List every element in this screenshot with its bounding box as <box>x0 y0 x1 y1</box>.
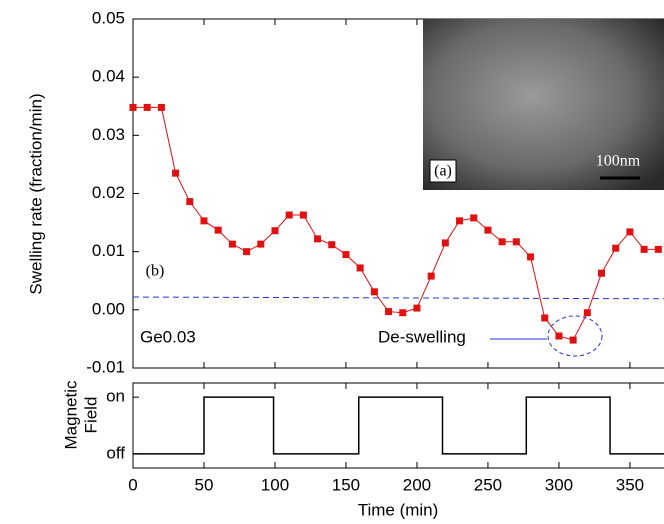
data-point <box>427 272 435 280</box>
data-point <box>385 308 393 316</box>
data-point <box>356 264 364 272</box>
inset-label: (a) <box>434 163 452 180</box>
x-tick-label: 150 <box>332 475 360 494</box>
data-point <box>243 248 251 256</box>
data-point <box>527 253 535 261</box>
x-tick-label: 250 <box>474 475 502 494</box>
x-tick-label: 200 <box>403 475 431 494</box>
y-tick-label: 0.02 <box>92 183 125 202</box>
data-point <box>214 226 222 234</box>
data-point <box>200 217 208 225</box>
data-point <box>328 241 336 249</box>
data-point <box>299 211 307 219</box>
data-point <box>342 251 350 259</box>
x-tick-label: 350 <box>616 475 644 494</box>
data-point <box>271 227 279 235</box>
data-point <box>370 288 378 296</box>
y-tick-label: off <box>106 443 125 462</box>
x-axis-label: Time (min) <box>358 500 439 519</box>
y-tick-label: -0.01 <box>86 357 125 376</box>
data-point <box>598 269 606 277</box>
data-point <box>640 245 648 253</box>
inset-image: (a) 100nm <box>423 19 664 190</box>
data-point <box>399 309 407 317</box>
scale-label: 100nm <box>596 153 641 170</box>
data-point <box>498 238 506 246</box>
y-tick-label: 0.03 <box>92 125 125 144</box>
sem-image <box>423 19 664 190</box>
y-tick-label: 0.04 <box>92 67 125 86</box>
data-point <box>129 103 137 111</box>
data-point <box>612 244 620 252</box>
data-point <box>512 238 520 246</box>
axes-frame <box>132 382 664 469</box>
data-point <box>314 235 322 243</box>
y-tick-label: on <box>106 387 125 406</box>
y-tick-label: 0.05 <box>92 8 125 27</box>
x-tick-label: 50 <box>195 475 214 494</box>
y-axis-label: Field <box>81 397 100 434</box>
data-point <box>285 211 293 219</box>
data-point <box>172 169 180 177</box>
annotation: De-swelling <box>378 327 466 346</box>
data-point <box>484 226 492 234</box>
y-tick-label: 0.01 <box>92 241 125 260</box>
y-axis-label: Magnetic <box>61 380 80 449</box>
y-axis-label: Swelling rate (fraction/min) <box>26 93 45 294</box>
data-point <box>654 245 662 253</box>
data-point <box>569 336 577 344</box>
data-point <box>541 314 549 322</box>
reference-line <box>132 296 664 300</box>
sample-label: Ge0.03 <box>140 327 196 346</box>
data-point <box>555 332 563 340</box>
x-tick-label: 300 <box>545 475 573 494</box>
y-tick-label: 0.00 <box>92 299 125 318</box>
data-point <box>143 103 151 111</box>
data-point <box>257 240 265 248</box>
label-box <box>429 159 457 183</box>
field-signal <box>133 396 664 455</box>
data-point <box>583 309 591 317</box>
data-point <box>186 198 194 206</box>
data-point <box>626 228 634 236</box>
data-point <box>470 214 478 222</box>
highlight-ellipse <box>547 315 603 357</box>
panel-label: (b) <box>146 263 165 280</box>
data-point <box>441 239 449 247</box>
x-tick-label: 100 <box>261 475 289 494</box>
data-point <box>456 217 464 225</box>
data-point <box>413 304 421 312</box>
x-tick-label: 0 <box>128 475 137 494</box>
data-point <box>228 240 236 248</box>
data-point <box>157 103 165 111</box>
